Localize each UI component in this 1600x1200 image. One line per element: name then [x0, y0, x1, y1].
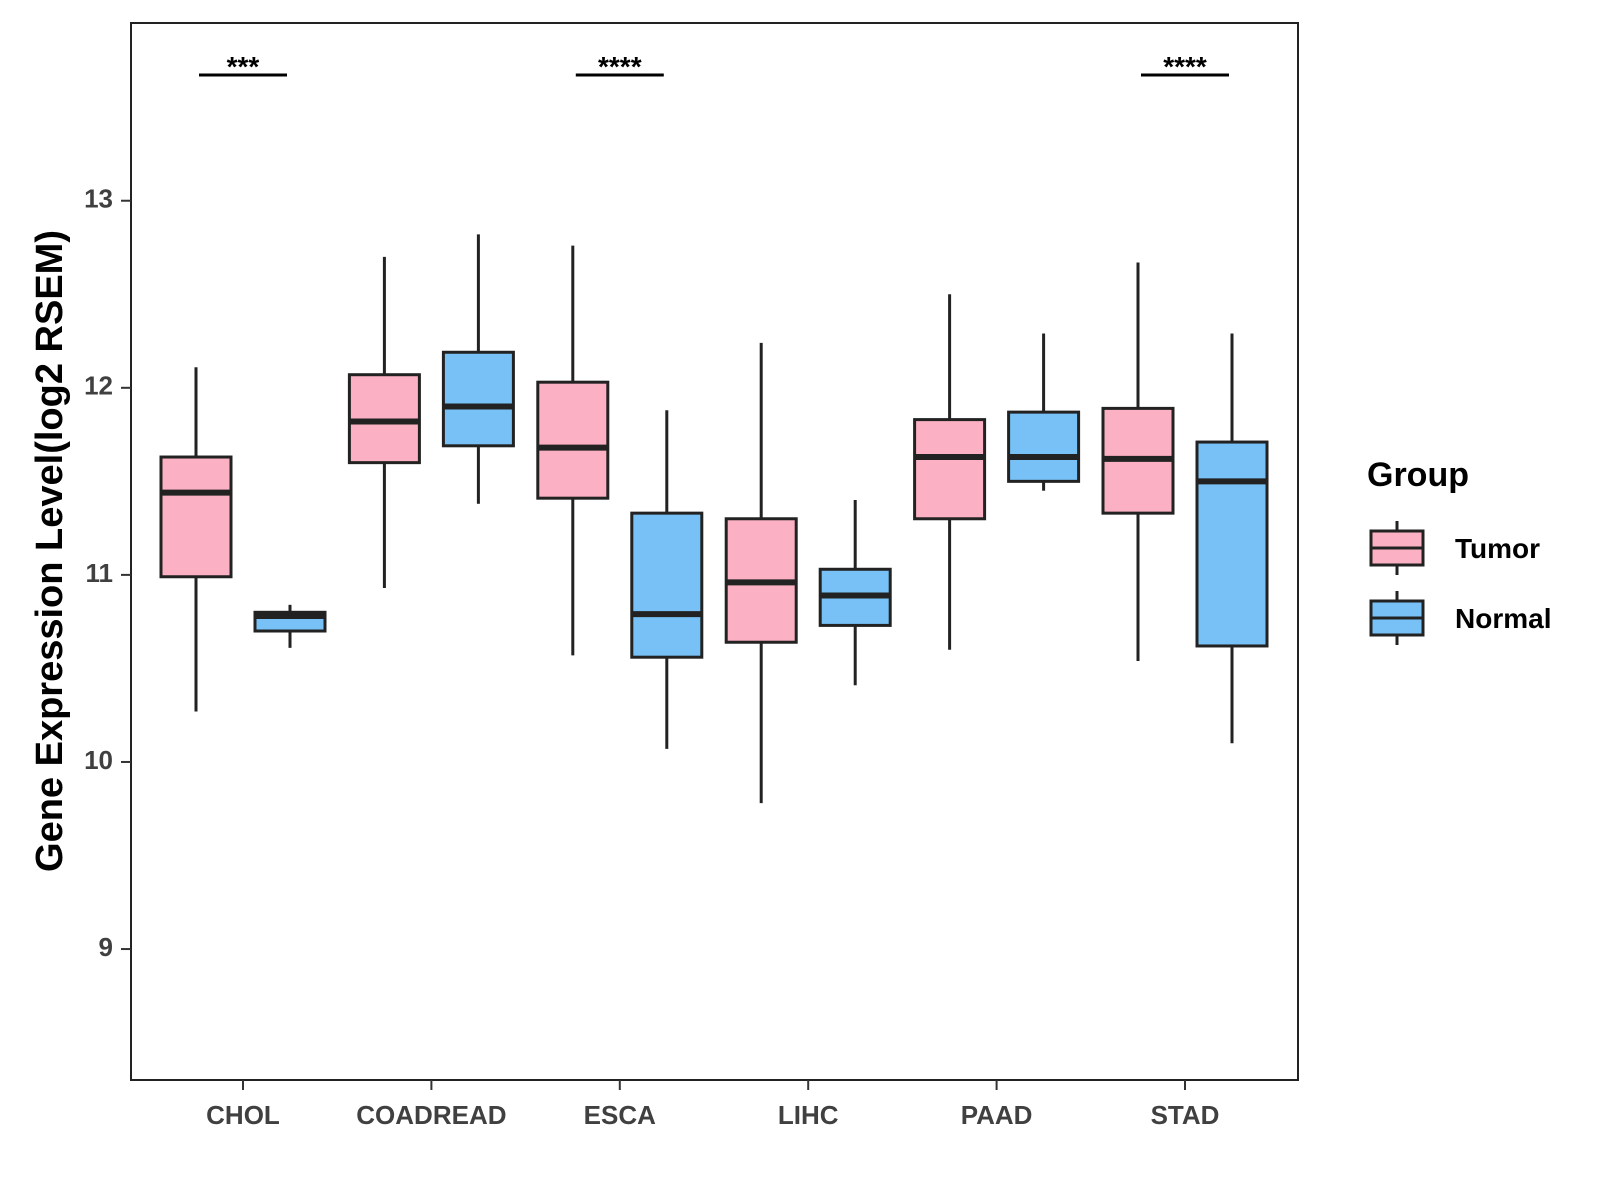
legend: Group Tumor Normal	[1367, 456, 1551, 645]
box-normal-paad	[1007, 333, 1081, 491]
x-axis: CHOL COADREAD ESCA LIHC PAAD STAD	[206, 1080, 1219, 1130]
box-normal-lihc	[818, 500, 892, 686]
box-normal-coadread	[441, 234, 515, 504]
significance-label: ****	[598, 51, 642, 82]
y-tick-label: 10	[84, 745, 113, 775]
box-iqr	[1195, 440, 1269, 648]
box-tumor-lihc	[724, 342, 798, 804]
significance-label: ***	[227, 51, 260, 82]
y-tick-label: 11	[86, 558, 114, 588]
box-tumor-stad	[1101, 262, 1175, 661]
box-tumor-chol	[159, 367, 233, 712]
box-iqr	[1007, 410, 1081, 483]
x-tick-label: LIHC	[778, 1100, 839, 1130]
y-tick-label: 12	[84, 371, 113, 401]
significance-label: ****	[1163, 51, 1207, 82]
legend-label: Normal	[1455, 603, 1551, 634]
box-normal-esca	[630, 410, 704, 749]
y-tick-label: 13	[84, 184, 113, 214]
box-normal-stad	[1195, 333, 1269, 744]
box-tumor-paad	[913, 294, 987, 650]
y-axis: 9 10 11 12 13	[84, 184, 131, 962]
panel-border	[130, 22, 1299, 1081]
x-tick-label: STAD	[1151, 1100, 1220, 1130]
box-iqr	[159, 455, 233, 579]
y-tick-label: 9	[99, 932, 113, 962]
x-tick-label: PAAD	[961, 1100, 1033, 1130]
box-iqr	[630, 511, 704, 659]
legend-item-tumor: Tumor	[1369, 521, 1540, 575]
legend-item-normal: Normal	[1369, 591, 1551, 645]
y-axis-title: Gene Expression Level(log2 RSEM)	[29, 230, 71, 872]
legend-title: Group	[1367, 456, 1469, 494]
box-iqr	[913, 418, 987, 521]
x-tick-label: CHOL	[206, 1100, 280, 1130]
significance-annotations: *** **** ****	[199, 51, 1229, 82]
box-iqr	[441, 350, 515, 448]
box-iqr	[536, 380, 610, 500]
x-tick-label: COADREAD	[356, 1100, 506, 1130]
legend-label: Tumor	[1455, 533, 1540, 564]
box-marks	[159, 234, 1269, 804]
x-tick-label: ESCA	[584, 1100, 656, 1130]
box-tumor-esca	[536, 245, 610, 656]
box-normal-chol	[253, 604, 327, 648]
box-tumor-coadread	[347, 256, 421, 588]
